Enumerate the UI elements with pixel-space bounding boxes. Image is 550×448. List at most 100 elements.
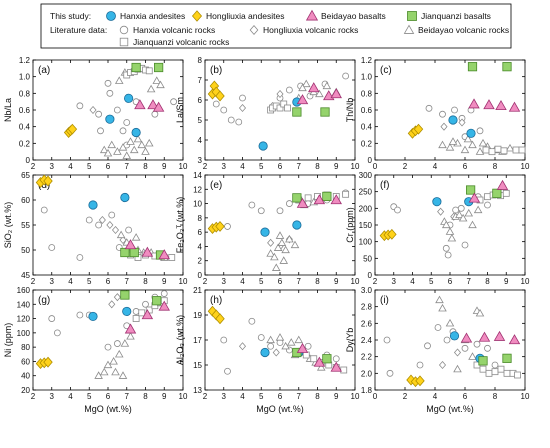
data-point <box>147 99 159 110</box>
data-point <box>322 81 332 90</box>
y-tick-label: 7 <box>198 76 203 85</box>
series-jianquanzi-basalts <box>120 290 162 306</box>
series-hongliuxia-volcanic-rocks <box>108 293 121 309</box>
series-hanxia-andesites <box>448 115 476 138</box>
data-point <box>120 192 130 203</box>
data-point <box>106 89 114 97</box>
data-point <box>257 334 265 341</box>
y-tick-label: 0.2 <box>19 139 31 148</box>
data-point <box>460 332 473 343</box>
data-point <box>304 342 312 350</box>
data-point <box>438 303 447 312</box>
data-point <box>296 94 309 105</box>
data-point <box>442 244 450 252</box>
data-point <box>132 308 140 315</box>
data-point <box>484 344 491 352</box>
data-point <box>286 338 296 346</box>
series-hongliuxia-andesites <box>207 305 225 325</box>
x-tick-label: 7 <box>297 277 302 286</box>
data-point <box>224 367 231 375</box>
data-point <box>492 188 502 198</box>
data-point <box>116 230 126 239</box>
data-point <box>122 151 132 159</box>
y-tick-label: 120 <box>17 315 31 324</box>
data-point <box>458 213 468 222</box>
data-point <box>89 105 97 115</box>
x-tick-label: 10 <box>351 277 360 286</box>
data-point <box>439 110 446 118</box>
legend-entries: Hanxia andesites Hongliuxia andesites Beid… <box>106 9 509 47</box>
y-tick-label: 0.4 <box>19 123 31 132</box>
y-tick-label: 2.8 <box>361 303 373 312</box>
data-point <box>107 140 117 149</box>
data-point <box>76 254 84 261</box>
data-point <box>313 194 326 205</box>
data-point <box>468 352 477 360</box>
data-point <box>119 127 127 135</box>
data-point <box>124 323 137 334</box>
x-tick-label: 4 <box>240 277 245 286</box>
data-point <box>76 311 84 319</box>
data-point <box>330 361 342 372</box>
data-point <box>215 90 225 102</box>
data-point <box>111 225 120 235</box>
data-point <box>502 353 512 363</box>
x-axis-title: MgO (wt.%) <box>426 404 474 414</box>
data-point <box>438 140 447 149</box>
x-tick-label: 3 <box>50 162 55 171</box>
x-tick-label: 6 <box>278 277 283 286</box>
data-point <box>144 138 154 147</box>
data-point <box>118 371 128 379</box>
data-point <box>258 141 268 151</box>
data-point <box>322 354 332 364</box>
data-point <box>260 347 270 358</box>
x-tick-label: 9 <box>504 277 509 286</box>
series-beidayao-volcanic-rocks <box>435 295 485 373</box>
y-tick-label: 2.0 <box>361 369 373 378</box>
x-tick-label: 3 <box>50 277 55 286</box>
series-hongliuxia-andesites <box>63 123 78 138</box>
data-point <box>67 123 78 135</box>
y-tick-label: 0.6 <box>361 106 373 115</box>
y-tick-label: 0 <box>26 156 31 165</box>
data-point <box>292 220 302 230</box>
x-tick-label: 8 <box>493 392 498 401</box>
x-tick-label: 8 <box>143 392 148 401</box>
series-jianquanzi-basalts <box>478 353 512 366</box>
data-point <box>125 226 133 234</box>
data-point <box>122 306 132 317</box>
x-tick-label: 4 <box>410 277 415 286</box>
data-point <box>342 190 350 198</box>
data-point <box>95 110 103 118</box>
y-tick-label: 14 <box>193 171 202 180</box>
data-point <box>88 200 98 210</box>
y-tick-label: 17 <box>193 336 202 345</box>
data-point <box>478 356 488 366</box>
x-tick-label: 9 <box>162 392 167 401</box>
data-point <box>387 228 397 240</box>
x-tick-label: 3 <box>222 277 227 286</box>
series-beidayao-volcanic-rocks <box>266 197 319 271</box>
series-beidayao-volcanic-rocks <box>94 332 135 379</box>
x-tick-label: 10 <box>179 392 188 401</box>
data-point <box>285 200 293 207</box>
x-tick-label: 7 <box>125 392 130 401</box>
data-point <box>455 210 464 219</box>
legend-label-hongliuxia-andesites: Hongliuxia andesites <box>206 11 284 21</box>
data-point <box>276 89 284 99</box>
data-point <box>141 246 154 257</box>
y-tick-label: 13 <box>193 386 202 395</box>
data-point <box>158 249 170 260</box>
data-point <box>310 355 318 363</box>
data-point <box>123 119 131 126</box>
series-beidayao-basalts <box>296 194 342 208</box>
data-point <box>292 107 302 117</box>
series-hongliuxia-volcanic-rocks <box>98 215 127 245</box>
x-tick-label: 3 <box>392 277 397 286</box>
data-point <box>484 193 491 201</box>
data-point <box>445 143 455 151</box>
series-hanxia-andesites <box>432 197 474 207</box>
data-point <box>332 355 340 363</box>
data-point <box>315 89 324 98</box>
